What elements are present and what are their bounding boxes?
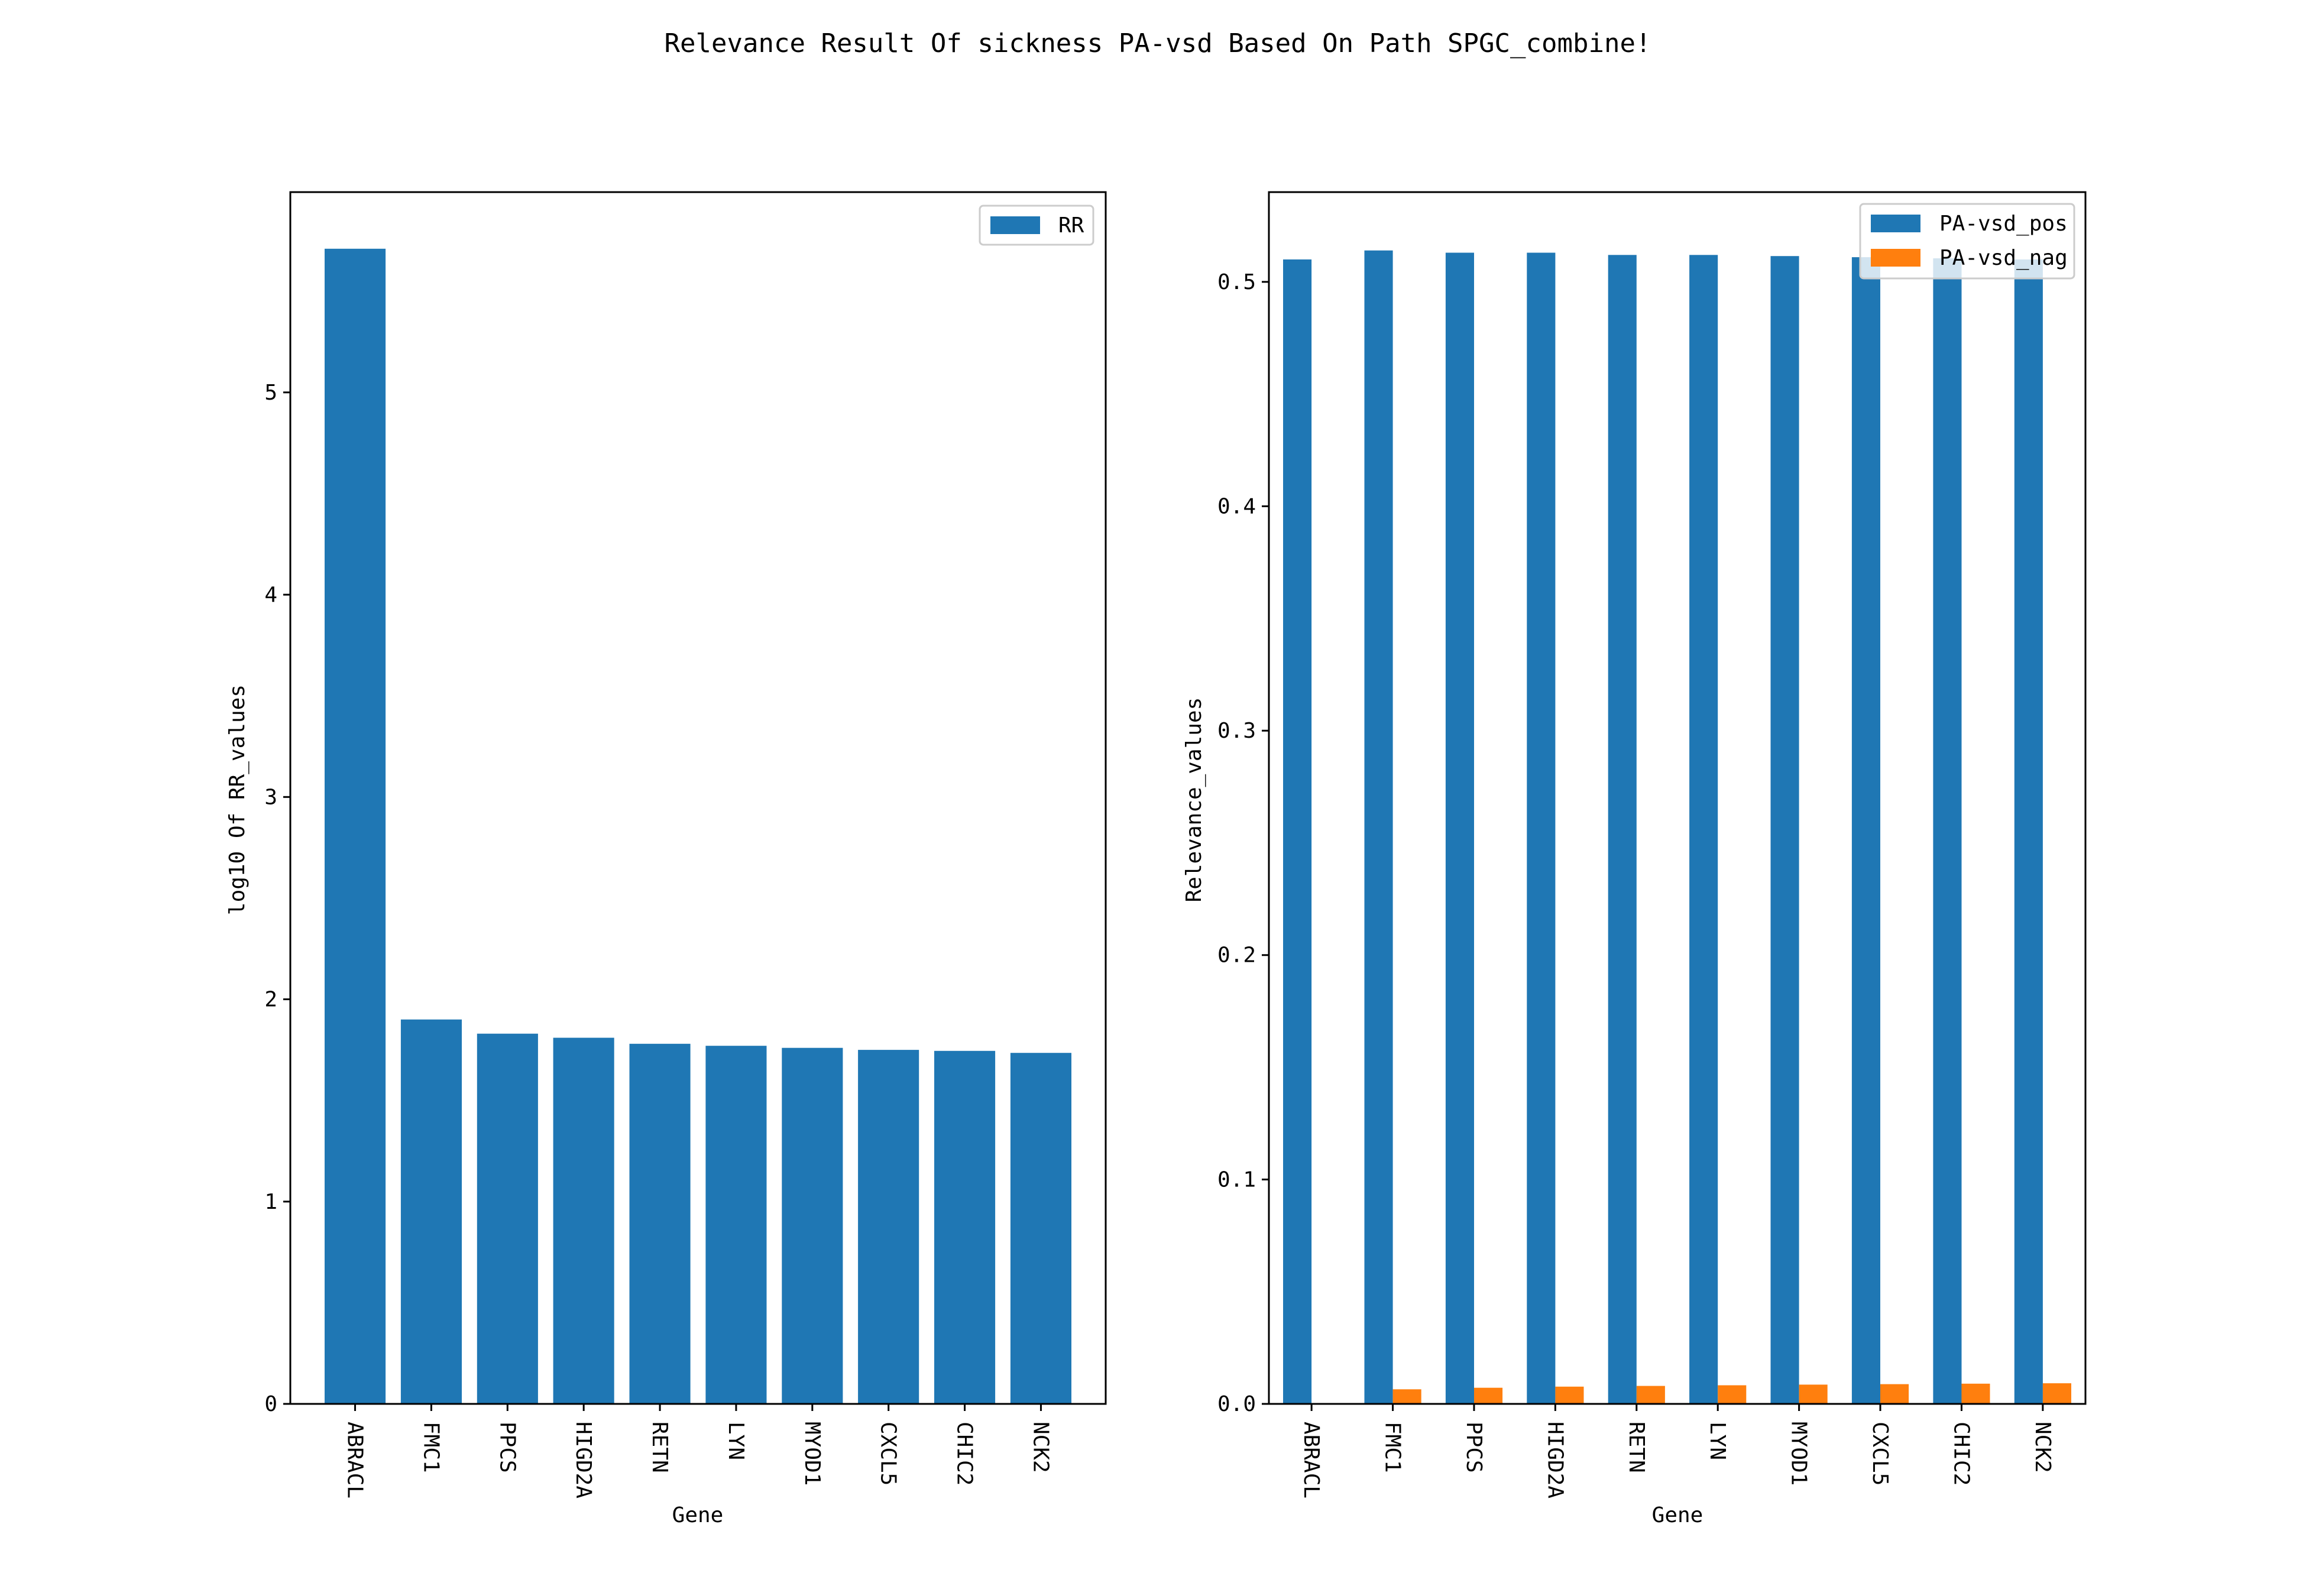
left-x-tick-label-chic2: CHIC2 (953, 1422, 977, 1485)
left-bar-rr-lyn (705, 1046, 767, 1404)
left-bar-rr-abracl (325, 248, 386, 1404)
right-x-tick-label-nck2: NCK2 (2030, 1422, 2055, 1473)
right-x-tick-label-cxcl5: CXCL5 (1868, 1422, 1892, 1485)
right-bar-pa-vsd-pos-nck2 (2014, 259, 2043, 1404)
left-bar-rr-fmc1 (400, 1019, 462, 1404)
right-y-axis-label: Relevance_values (1182, 698, 1206, 903)
left-x-tick-label-abracl: ABRACL (343, 1422, 367, 1498)
right-x-tick-label-ppcs: PPCS (1462, 1422, 1486, 1473)
left-y-tick-label: 0 (264, 1392, 277, 1416)
left-legend: RR (979, 205, 1094, 246)
right-bar-pa-vsd-pos-myod1 (1770, 256, 1799, 1404)
right-bar-pa-vsd-pos-ppcs (1445, 252, 1474, 1404)
left-y-tick-label: 3 (264, 785, 277, 809)
right-legend-label-nag: PA-vsd_nag (1939, 246, 2068, 270)
left-bar-rr-higd2a (553, 1037, 614, 1404)
right-axes-frame (1268, 191, 2087, 1405)
right-bar-pa-vsd-pos-retn (1608, 255, 1637, 1404)
right-chart: Relevance_values Gene 0.0 0.1 0.2 0.3 0.4 0.5… (1182, 191, 2087, 1527)
right-legend-label-pos: PA-vsd_pos (1939, 212, 2068, 236)
right-bar-pa-vsd-nag-ppcs (1474, 1387, 1503, 1404)
left-legend-label-rr: RR (1058, 213, 1084, 238)
right-bar-pa-vsd-pos-cxcl5 (1851, 257, 1880, 1404)
right-x-axis-label: Gene (1652, 1503, 1703, 1527)
left-bar-rr-myod1 (782, 1047, 843, 1404)
left-plot-area: 0 1 2 3 4 5 ABRACL FMC1 PPCS HIGD2A RETN LYN MYOD1 CX… (264, 191, 1107, 1498)
right-y-tick-label: 0.2 (1217, 943, 1256, 968)
right-bar-pa-vsd-pos-abracl (1283, 259, 1312, 1404)
right-bar-pa-vsd-pos-higd2a (1527, 252, 1556, 1404)
left-x-axis-label: Gene (672, 1503, 724, 1527)
left-chart: log10 Of RR_values Gene 0 1 2 3 4 5 ABRACL FMC1… (225, 191, 1107, 1527)
left-bar-rr-chic2 (934, 1050, 996, 1404)
right-bar-pa-vsd-nag-nck2 (2042, 1383, 2071, 1404)
figure-title: Relevance Result Of sickness PA-vsd Base… (665, 28, 1651, 59)
right-bar-pa-vsd-nag-higd2a (1555, 1386, 1584, 1404)
right-y-tick-label: 0.1 (1217, 1167, 1256, 1192)
left-x-tick-label-higd2a: HIGD2A (571, 1422, 595, 1498)
right-x-tick-label-retn: RETN (1624, 1422, 1648, 1473)
left-y-axis-label: log10 Of RR_values (225, 685, 250, 915)
right-y-tick-label: 0.0 (1217, 1392, 1256, 1416)
left-x-tick-label-myod1: MYOD1 (800, 1422, 824, 1485)
right-bar-pa-vsd-nag-fmc1 (1392, 1389, 1421, 1404)
left-x-tick-label-ppcs: PPCS (495, 1422, 519, 1473)
right-y-tick-label: 0.3 (1217, 719, 1256, 743)
left-x-tick-label-cxcl5: CXCL5 (876, 1422, 901, 1485)
right-legend: PA-vsd_pos PA-vsd_nag (1859, 203, 2075, 280)
right-y-tick-label: 0.4 (1217, 494, 1256, 518)
left-x-tick-label-lyn: LYN (724, 1422, 748, 1460)
right-bar-pa-vsd-nag-cxcl5 (1880, 1384, 1909, 1404)
right-x-tick-label-lyn: LYN (1705, 1422, 1730, 1460)
left-bar-rr-ppcs (477, 1033, 538, 1404)
left-x-tick-label-fmc1: FMC1 (419, 1422, 443, 1473)
right-bar-pa-vsd-pos-chic2 (1933, 258, 1962, 1404)
right-x-tick-label-abracl: ABRACL (1299, 1422, 1323, 1498)
right-bar-pa-vsd-nag-retn (1636, 1386, 1665, 1404)
right-bar-pa-vsd-pos-lyn (1689, 255, 1718, 1404)
left-x-tick-label-nck2: NCK2 (1028, 1422, 1052, 1473)
right-bar-pa-vsd-nag-lyn (1718, 1385, 1747, 1404)
right-legend-swatch-nag (1871, 249, 1920, 267)
right-x-tick-label-myod1: MYOD1 (1787, 1422, 1811, 1485)
left-legend-swatch-rr (990, 216, 1040, 234)
left-y-tick-label: 4 (264, 583, 277, 607)
left-y-tick-label: 2 (264, 988, 277, 1012)
right-y-tick-label: 0.5 (1217, 270, 1256, 294)
left-x-tick-label-retn: RETN (647, 1422, 672, 1473)
left-y-tick-label: 1 (264, 1190, 277, 1214)
left-axes-frame (289, 191, 1107, 1405)
right-x-tick-label-higd2a: HIGD2A (1543, 1422, 1567, 1498)
left-y-tick-label: 5 (264, 381, 277, 405)
right-x-tick-label-fmc1: FMC1 (1381, 1422, 1405, 1473)
right-bar-pa-vsd-pos-fmc1 (1364, 250, 1393, 1404)
right-x-tick-label-chic2: CHIC2 (1949, 1422, 1973, 1485)
right-bar-pa-vsd-nag-myod1 (1799, 1384, 1828, 1404)
left-bar-rr-nck2 (1010, 1053, 1071, 1404)
left-bar-rr-retn (629, 1043, 691, 1404)
left-bar-rr-cxcl5 (858, 1050, 919, 1404)
right-bar-pa-vsd-nag-chic2 (1961, 1383, 1990, 1404)
right-legend-swatch-pos (1871, 215, 1920, 232)
right-plot-area: 0.0 0.1 0.2 0.3 0.4 0.5 ABRACL FMC1 PPCS HIGD2A RE… (1217, 191, 2087, 1498)
